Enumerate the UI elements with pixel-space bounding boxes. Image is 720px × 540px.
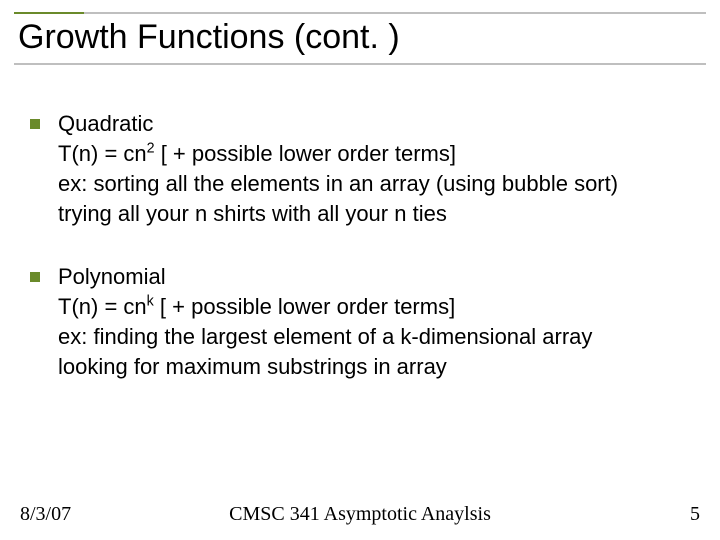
slide: Growth Functions (cont. ) Quadratic T(n)… [0, 0, 720, 540]
item-example-1: ex: sorting all the elements in an array… [58, 170, 690, 198]
footer-center: CMSC 341 Asymptotic Anaylsis [0, 503, 720, 526]
square-bullet-icon [30, 272, 40, 282]
formula-superscript: 2 [147, 141, 155, 157]
list-item-body: Quadratic T(n) = cn2 [ + possible lower … [58, 110, 690, 231]
title-rule-accent [14, 12, 84, 14]
formula-pre: T(n) = cn [58, 294, 147, 319]
list-item-body: Polynomial T(n) = cnk [ + possible lower… [58, 263, 690, 384]
list-item: Polynomial T(n) = cnk [ + possible lower… [30, 263, 690, 384]
item-example-2: looking for maximum substrings in array [58, 353, 690, 381]
item-heading: Quadratic [58, 110, 690, 138]
title-rule-bottom [14, 63, 706, 65]
formula-pre: T(n) = cn [58, 141, 147, 166]
list-item: Quadratic T(n) = cn2 [ + possible lower … [30, 110, 690, 231]
title-block: Growth Functions (cont. ) [14, 12, 706, 65]
item-formula: T(n) = cnk [ + possible lower order term… [58, 293, 690, 321]
footer-page-number: 5 [690, 503, 700, 526]
formula-superscript: k [147, 293, 154, 309]
item-example-1: ex: finding the largest element of a k-d… [58, 323, 690, 351]
title-rule-top [14, 12, 706, 14]
item-formula: T(n) = cn2 [ + possible lower order term… [58, 140, 690, 168]
formula-post: [ + possible lower order terms] [155, 141, 456, 166]
formula-post: [ + possible lower order terms] [154, 294, 455, 319]
item-heading: Polynomial [58, 263, 690, 291]
title-rule-grey [84, 12, 706, 14]
page-title: Growth Functions (cont. ) [14, 16, 706, 63]
content-area: Quadratic T(n) = cn2 [ + possible lower … [30, 110, 690, 415]
square-bullet-icon [30, 119, 40, 129]
item-example-2: trying all your n shirts with all your n… [58, 200, 690, 228]
